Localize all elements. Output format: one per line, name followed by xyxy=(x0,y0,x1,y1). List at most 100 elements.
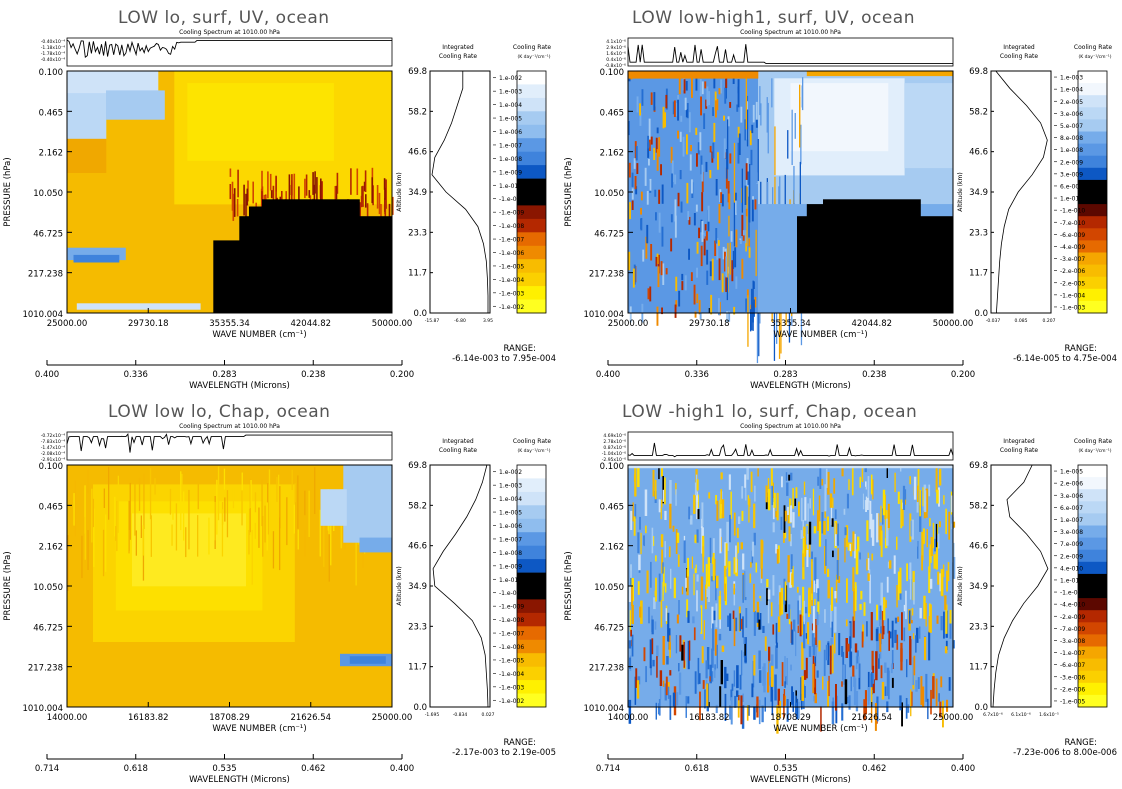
field-streak xyxy=(741,214,744,236)
spectrum-tick-label: -2.95x10⁻⁶ xyxy=(602,457,626,463)
field-streak xyxy=(661,307,663,315)
field-streak xyxy=(694,311,697,318)
field-streak xyxy=(762,625,765,633)
y-tick-label: 2.162 xyxy=(39,149,63,159)
field-streak xyxy=(829,493,833,508)
field-streak xyxy=(685,81,688,91)
field-streak xyxy=(746,289,749,298)
field-streak xyxy=(298,186,300,205)
field-streak xyxy=(660,164,662,176)
field-streak xyxy=(270,190,273,199)
field-streak xyxy=(807,503,809,528)
field-streak xyxy=(870,673,873,688)
field-streak xyxy=(746,95,749,102)
field-streak xyxy=(844,527,847,536)
field-streak xyxy=(894,629,897,643)
field-streak xyxy=(910,691,913,707)
field-streak xyxy=(737,700,740,718)
field-streak xyxy=(906,563,908,582)
field-streak xyxy=(728,561,731,577)
field-streak xyxy=(788,293,791,343)
field-streak xyxy=(684,275,687,291)
field-streak xyxy=(830,501,833,526)
field-streak xyxy=(656,645,659,657)
field-streak xyxy=(695,127,698,135)
field-streak xyxy=(825,468,828,488)
field-streak xyxy=(803,621,806,649)
field-streak xyxy=(719,528,722,554)
spectrum-line xyxy=(627,442,954,458)
field-streak xyxy=(751,683,754,698)
field-streak xyxy=(736,527,739,538)
field-streak xyxy=(638,554,641,571)
field-region-core xyxy=(187,83,334,161)
colorbar-swatch xyxy=(1078,204,1107,217)
field-streak xyxy=(789,505,793,523)
field-streak xyxy=(154,478,156,495)
x-tick-label: 29730.18 xyxy=(689,319,730,329)
field-streak xyxy=(824,484,827,512)
y-tick-label: 2.162 xyxy=(600,149,624,159)
field-streak xyxy=(709,664,712,684)
field-streak xyxy=(762,666,764,686)
field-streak xyxy=(718,258,721,281)
field-streak xyxy=(834,606,837,633)
field-streak xyxy=(712,552,715,581)
field-streak xyxy=(730,697,733,725)
chart-panel-2: LOW low-high1, surf, UV, ocean Cooling S… xyxy=(561,0,1122,394)
wavelength-tick-label: 0.336 xyxy=(124,370,148,380)
field-streak xyxy=(666,486,668,511)
field-streak xyxy=(829,645,832,675)
altitude-tick-label: 11.7 xyxy=(408,663,427,673)
field-streak xyxy=(330,513,332,566)
field-streak xyxy=(788,474,791,481)
field-streak xyxy=(772,502,775,520)
field-streak xyxy=(645,236,648,259)
field-streak xyxy=(921,555,923,571)
field-streak xyxy=(923,510,926,519)
field-streak xyxy=(646,224,649,244)
field-streak xyxy=(807,622,810,645)
field-streak xyxy=(716,500,719,521)
field-streak xyxy=(776,642,778,648)
field-streak xyxy=(947,562,950,581)
field-streak xyxy=(294,483,296,503)
field-streak xyxy=(659,670,663,686)
field-streak xyxy=(272,531,275,569)
x-tick-label: 25000.00 xyxy=(608,319,649,329)
field-streak xyxy=(694,553,698,564)
chart-title: LOW -high1 lo, surf, Chap, ocean xyxy=(622,402,918,422)
y-tick-label: 217.238 xyxy=(28,270,63,280)
field-streak xyxy=(681,281,684,291)
field-streak xyxy=(827,642,830,665)
field-streak xyxy=(383,178,386,190)
field-streak xyxy=(748,238,751,247)
field-streak xyxy=(753,655,756,676)
field-streak xyxy=(364,170,367,192)
field-streak xyxy=(870,678,873,705)
field-streak xyxy=(742,553,745,570)
field-streak xyxy=(749,130,752,146)
field-streak xyxy=(863,486,866,501)
colorbar-title: Cooling Rate xyxy=(513,438,551,445)
field-streak xyxy=(816,510,819,531)
colorbar-swatch xyxy=(1078,561,1107,575)
field-streak xyxy=(705,584,707,610)
field-streak xyxy=(863,602,866,616)
field-streak xyxy=(737,79,740,94)
field-streak xyxy=(942,500,946,529)
field-streak xyxy=(917,469,920,491)
field-streak xyxy=(760,583,763,594)
field-streak xyxy=(648,159,650,166)
field-streak xyxy=(275,176,277,192)
field-streak xyxy=(314,171,316,194)
colorbar-swatch xyxy=(1078,228,1107,241)
field-streak xyxy=(629,610,631,632)
field-streak xyxy=(935,542,938,570)
colorbar-swatch xyxy=(517,165,546,179)
field-streak xyxy=(887,561,890,568)
field-streak xyxy=(792,488,794,509)
field-streak xyxy=(846,578,848,603)
field-streak xyxy=(787,510,790,524)
field-streak xyxy=(642,545,644,563)
